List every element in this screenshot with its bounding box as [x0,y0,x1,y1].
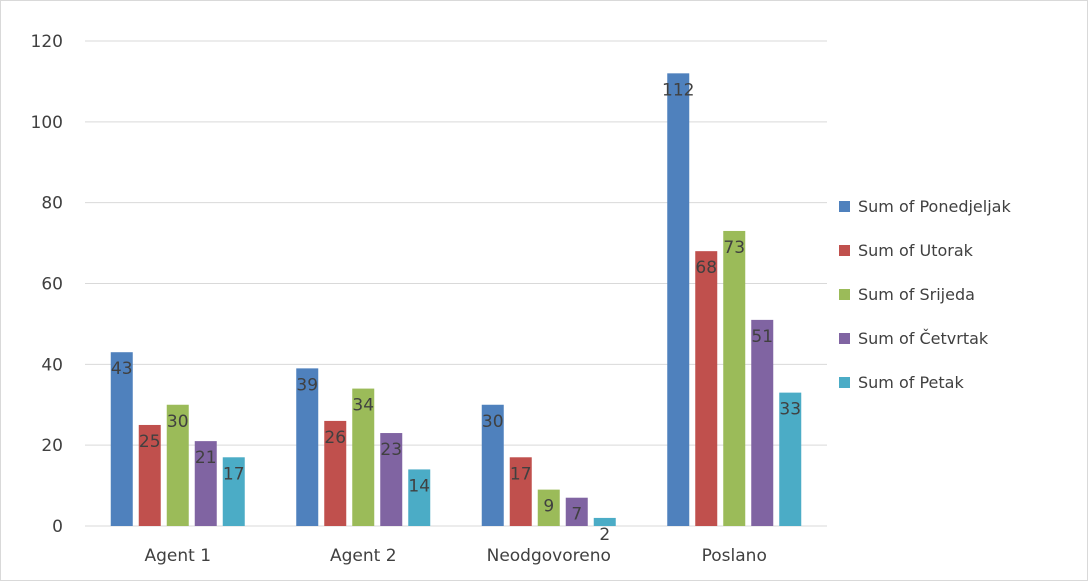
y-tick-label: 60 [41,275,63,295]
bar [723,230,746,527]
legend-label: Sum of Četvrtak [858,329,989,348]
category-label: Agent 1 [144,546,211,566]
bars [110,73,802,527]
data-label: 14 [408,476,430,496]
data-label: 43 [111,359,133,379]
data-label: 21 [195,448,217,468]
bar [296,368,319,526]
bar [352,388,375,526]
data-label: 23 [380,440,402,460]
y-tick-label: 40 [41,355,63,375]
data-label: 9 [543,497,554,517]
y-tick-label: 100 [31,113,63,133]
bar [593,517,616,526]
legend-label: Sum of Srijeda [858,285,975,304]
bar [222,457,245,526]
data-label: 51 [751,327,773,347]
bar [194,441,217,526]
y-axis-ticks: 0 20 40 60 80 100 120 [31,32,63,537]
data-label: 7 [571,505,582,525]
legend: Sum of Ponedjeljak Sum of Utorak Sum of Sr… [839,197,1011,392]
category-label: Agent 2 [330,546,397,566]
data-label: 68 [695,258,717,278]
legend-swatch [839,333,850,344]
bar [667,73,690,526]
bar [751,319,774,526]
bar [779,392,802,526]
bar [324,420,347,526]
bar [537,489,560,526]
bar [380,433,403,526]
category-label: Poslano [702,546,767,566]
y-tick-label: 0 [52,517,63,537]
bar [408,469,431,526]
bar [509,457,532,526]
legend-swatch [839,245,850,256]
bar [695,251,718,526]
legend-label: Sum of Ponedjeljak [858,197,1011,216]
data-label: 33 [779,400,801,420]
y-tick-label: 20 [41,436,63,456]
legend-swatch [839,289,850,300]
data-labels: 43 25 30 21 17 39 26 34 23 14 30 17 9 72 112 68 73 51 33 [111,80,801,545]
data-label: 39 [296,375,318,395]
data-label: 30 [482,412,504,432]
data-label: 73 [723,238,745,258]
data-label: 2 [599,525,610,545]
data-label: 17 [510,464,532,484]
bar [481,404,504,526]
data-label: 30 [167,412,189,432]
bar [138,424,161,526]
y-tick-label: 120 [31,32,63,52]
y-tick-label: 80 [41,194,63,214]
data-label: 17 [223,464,245,484]
data-label: 112 [662,80,694,100]
legend-label: Sum of Utorak [858,241,974,260]
category-label: Neodgovoreno [487,546,611,566]
legend-swatch [839,201,850,212]
legend-label: Sum of Petak [858,373,964,392]
data-label: 26 [324,428,346,448]
x-axis-categories: Agent 1 Agent 2 Neodgovoreno Poslano [144,546,766,566]
bar [166,404,189,526]
legend-swatch [839,377,850,388]
data-label: 25 [139,432,161,452]
data-label: 34 [352,396,374,416]
bar [110,352,133,526]
bar [565,497,588,526]
